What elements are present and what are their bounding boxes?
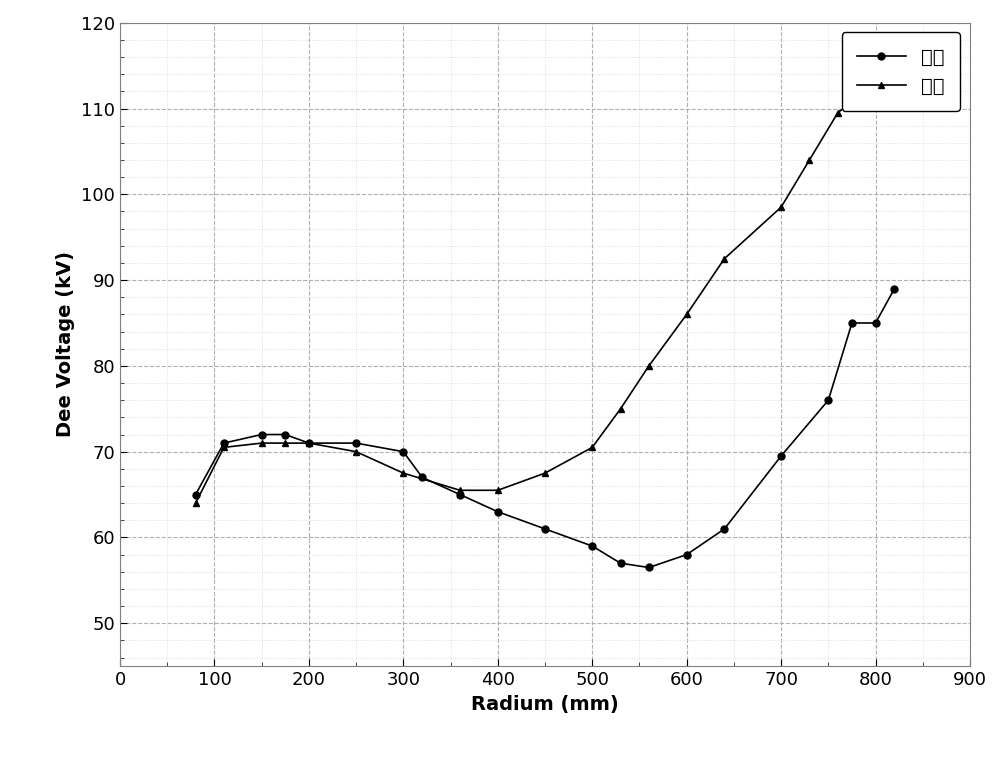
进边 (539, 469, 551, 478)
进边 (256, 438, 268, 447)
进边 (303, 438, 315, 447)
进边 (279, 438, 291, 447)
Y-axis label: Dee Voltage (kV): Dee Voltage (kV) (56, 251, 75, 438)
出边 (454, 490, 466, 499)
出边 (256, 430, 268, 439)
出边 (846, 319, 858, 328)
进边 (218, 443, 230, 452)
进边 (190, 499, 202, 508)
出边 (303, 438, 315, 447)
出边 (218, 438, 230, 447)
出边 (718, 525, 730, 534)
出边 (643, 563, 655, 572)
出边 (539, 525, 551, 534)
出边 (681, 550, 693, 559)
出边 (350, 438, 362, 447)
进边 (888, 61, 900, 70)
进边 (681, 310, 693, 319)
进边 (832, 108, 844, 117)
进边 (870, 78, 882, 87)
出边 (775, 451, 787, 460)
进边 (350, 447, 362, 456)
进边 (586, 443, 598, 452)
出边 (279, 430, 291, 439)
Line: 出边: 出边 (192, 285, 898, 571)
出边 (615, 559, 627, 568)
进边 (803, 155, 815, 164)
进边 (492, 486, 504, 495)
出边 (492, 507, 504, 516)
进边 (454, 486, 466, 495)
Line: 进边: 进边 (192, 62, 898, 506)
出边 (397, 447, 409, 456)
出边 (870, 319, 882, 328)
出边 (888, 284, 900, 293)
出边 (586, 541, 598, 550)
出边 (822, 396, 834, 405)
进边 (643, 361, 655, 370)
Legend: 出边, 进边: 出边, 进边 (842, 33, 960, 111)
进边 (775, 203, 787, 212)
X-axis label: Radium (mm): Radium (mm) (471, 695, 619, 714)
出边 (416, 473, 428, 482)
出边 (190, 490, 202, 499)
进边 (397, 469, 409, 478)
进边 (718, 254, 730, 263)
进边 (615, 404, 627, 413)
